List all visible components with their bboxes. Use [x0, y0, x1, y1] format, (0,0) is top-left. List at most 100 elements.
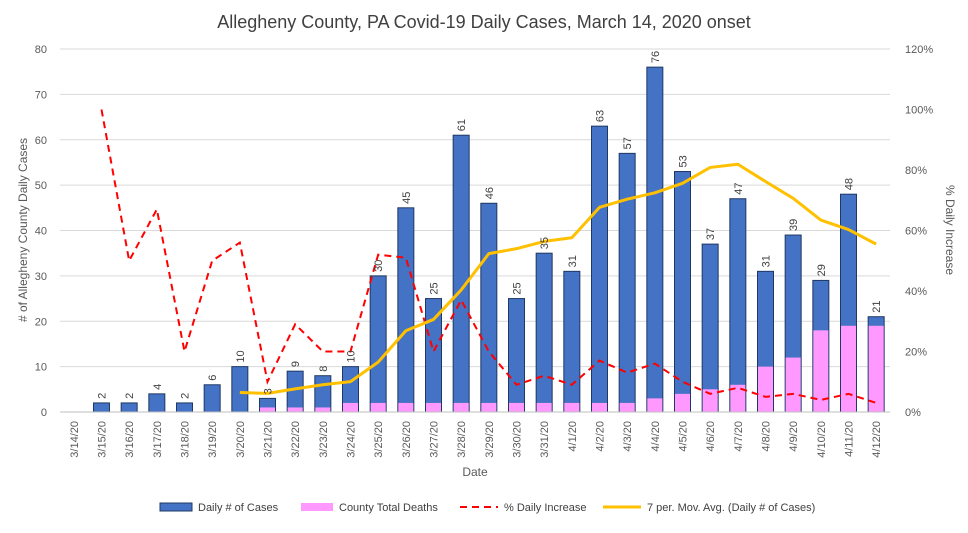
bar-daily-cases	[729, 198, 747, 413]
bar-daily-cases	[120, 402, 138, 413]
y-tick-label: 80	[35, 44, 47, 56]
chart-title: Allegheny County, PA Covid-19 Daily Case…	[217, 12, 751, 32]
y-tick-label: 60	[35, 135, 47, 147]
x-tick-label: 4/10/20	[816, 421, 828, 458]
y2-tick-label: 100%	[905, 105, 933, 117]
data-label: 31	[567, 255, 579, 267]
legend-label: County Total Deaths	[339, 502, 438, 514]
bar-daily-cases	[646, 66, 664, 413]
x-tick-label: 3/19/20	[207, 421, 219, 458]
bar-county-deaths	[647, 398, 663, 412]
x-tick-label: 3/14/20	[69, 421, 81, 458]
bar-daily-cases	[231, 366, 249, 413]
x-tick-label: 4/12/20	[871, 421, 883, 458]
data-label: 47	[733, 182, 745, 194]
data-label: 10	[235, 350, 247, 362]
y2-tick-label: 40%	[905, 286, 927, 298]
data-label: 35	[539, 237, 551, 249]
bar-county-deaths	[592, 402, 607, 412]
data-label: 2	[97, 393, 109, 399]
bar-county-deaths	[675, 393, 690, 412]
bar-daily-cases	[148, 393, 166, 413]
legend-swatch	[159, 502, 193, 512]
bar-daily-cases	[452, 134, 470, 413]
bar-daily-cases	[286, 370, 304, 413]
bar-daily-cases	[508, 298, 525, 413]
bar-daily-cases	[535, 252, 553, 413]
bar-county-deaths	[287, 407, 303, 412]
x-tick-label: 3/23/20	[318, 421, 330, 458]
y-tick-label: 0	[41, 407, 47, 419]
x-tick-label: 4/11/20	[844, 421, 856, 457]
x-tick-label: 3/22/20	[290, 421, 302, 458]
bar-county-deaths	[758, 366, 773, 412]
x-tick-label: 3/24/20	[346, 421, 358, 458]
data-label: 10	[346, 350, 358, 362]
data-label: 45	[401, 192, 413, 204]
x-tick-label: 3/25/20	[373, 421, 385, 458]
axes: 0 10 20 30 40 50 60 70 80 0% 20% 40% 60% 80% 100% 120% 3…	[35, 44, 934, 458]
y2-tick-label: 0%	[905, 407, 921, 419]
y-tick-label: 40	[35, 226, 47, 238]
data-label: 39	[788, 219, 800, 231]
bar-daily-cases	[480, 202, 498, 413]
bar-daily-cases	[93, 402, 110, 413]
y-tick-label: 70	[35, 89, 47, 101]
x-tick-label: 4/8/20	[761, 421, 773, 452]
data-label: 2	[124, 393, 136, 399]
x-tick-label: 3/18/20	[180, 421, 192, 458]
data-labels: 2 242610398103045256146253531635776533747…	[97, 51, 884, 399]
bar-county-deaths	[315, 407, 331, 412]
x-tick-label: 3/17/20	[152, 421, 164, 458]
data-label: 21	[871, 300, 883, 312]
data-label: 29	[816, 264, 828, 276]
x-tick-label: 3/16/20	[124, 421, 136, 458]
data-label: 37	[705, 228, 717, 240]
x-tick-label: 3/15/20	[97, 421, 109, 458]
x-tick-label: 3/29/20	[484, 421, 496, 458]
y2-tick-label: 60%	[905, 226, 927, 238]
y-tick-label: 10	[35, 362, 47, 374]
data-label: 25	[512, 282, 524, 294]
bar-county-deaths	[370, 402, 386, 412]
data-label: 9	[290, 361, 302, 367]
bar-county-deaths	[702, 389, 718, 412]
bar-daily-cases	[701, 243, 719, 413]
data-label: 57	[622, 137, 634, 149]
x-tick-label: 3/21/20	[263, 421, 275, 458]
bar-county-deaths	[343, 402, 358, 412]
x-tick-label: 3/27/20	[429, 421, 441, 458]
x-tick-label: 4/9/20	[788, 421, 800, 452]
bar-county-deaths	[536, 402, 552, 412]
bar-daily-cases	[176, 402, 193, 413]
x-tick-label: 3/28/20	[456, 421, 468, 458]
y-axis-title: # of Allegheny County Daily Cases	[16, 138, 30, 322]
x-tick-label: 4/6/20	[705, 421, 717, 452]
bar-county-deaths	[785, 357, 801, 412]
data-label: 63	[595, 110, 607, 122]
x-tick-label: 4/3/20	[622, 421, 634, 452]
gridlines	[60, 48, 890, 413]
y-tick-label: 20	[35, 316, 47, 328]
bar-county-deaths	[453, 402, 469, 412]
bar-county-deaths	[868, 325, 884, 412]
bar-county-deaths	[813, 330, 829, 412]
data-label: 25	[429, 282, 441, 294]
bar-daily-cases	[314, 375, 332, 413]
y2-tick-label: 80%	[905, 165, 927, 177]
data-label: 76	[650, 51, 662, 63]
bar-daily-cases	[591, 125, 608, 413]
legend-swatch	[301, 503, 333, 511]
bar-daily-cases	[563, 270, 581, 413]
data-label: 2	[180, 393, 192, 399]
x-tick-label: 4/1/20	[567, 421, 579, 452]
y2-tick-label: 120%	[905, 44, 933, 56]
data-label: 4	[152, 384, 164, 390]
x-tick-label: 3/30/20	[512, 421, 524, 458]
legend-label: 7 per. Mov. Avg. (Daily # of Cases)	[647, 502, 815, 514]
x-tick-label: 3/31/20	[539, 421, 551, 458]
line-pct-daily-increase	[100, 109, 877, 404]
bar-county-deaths	[619, 402, 635, 412]
